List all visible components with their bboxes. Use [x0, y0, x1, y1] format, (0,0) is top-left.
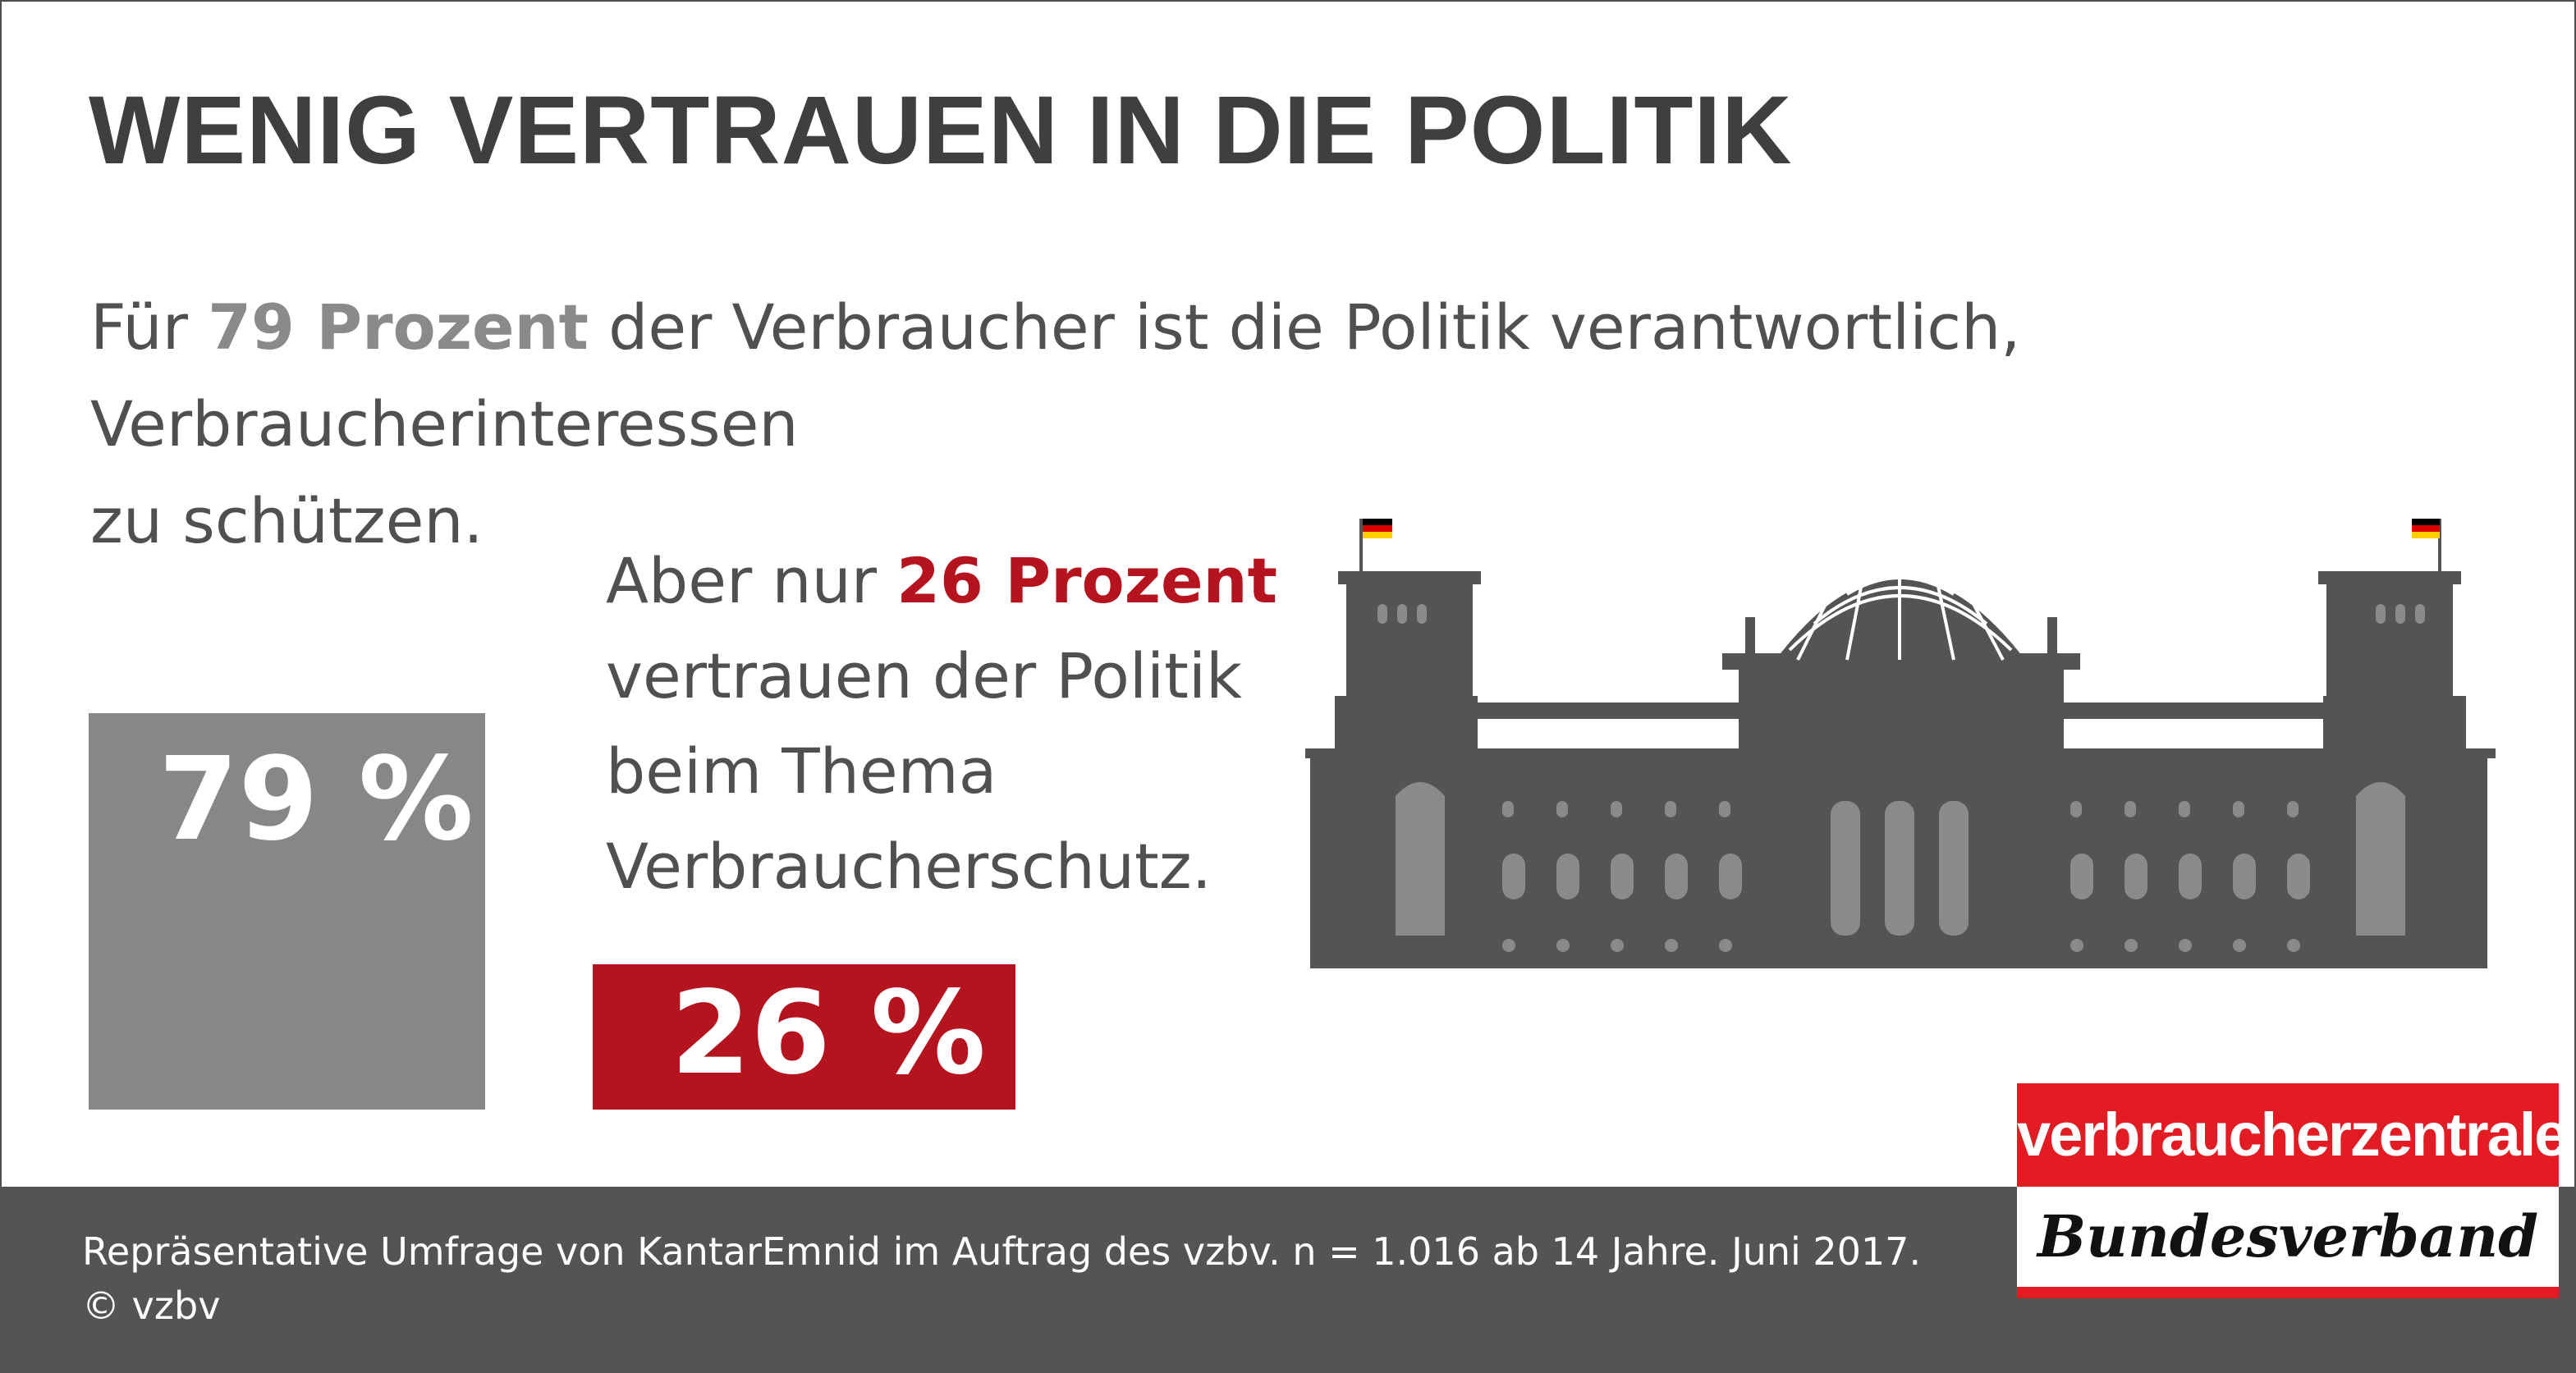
trust-highlight: 26 Prozent — [896, 544, 1277, 617]
intro-highlight: 79 Prozent — [208, 291, 589, 364]
copyright-text: © vzbv — [82, 1284, 221, 1328]
trust-line-2: vertrauen der Politik — [606, 639, 1243, 712]
trust-line-3: beim Thema — [606, 735, 997, 808]
reichstag-building-icon — [1305, 519, 2496, 968]
intro-line-3: zu schützen. — [90, 484, 484, 557]
logo-stripe — [2017, 1287, 2559, 1298]
vzbv-logo: verbraucherzentrale Bundesverband — [2017, 1083, 2568, 1298]
bar-label-79-percent: 79 % — [158, 733, 474, 867]
intro-line-2: Verbraucherinteressen — [90, 387, 799, 460]
intro-line-1: Für 79 Prozent der Verbraucher ist die P… — [90, 279, 2060, 376]
source-note: Repräsentative Umfrage von KantarEmnid i… — [82, 1224, 1921, 1333]
trust-prefix: Aber nur — [606, 544, 897, 617]
bar-26-percent — [593, 964, 1015, 1110]
headline: WENIG VERTRAUEN IN DIE POLITIK — [89, 76, 1793, 185]
trust-line-1: Aber nur 26 Prozent — [606, 533, 1361, 629]
source-text: Repräsentative Umfrage von KantarEmnid i… — [82, 1229, 1922, 1274]
bar-label-26-percent: 26 % — [671, 967, 986, 1101]
intro-text: Für 79 Prozent der Verbraucher ist die P… — [90, 279, 2060, 570]
logo-subtitle: Bundesverband — [2037, 1202, 2539, 1270]
intro-prefix: Für — [90, 291, 209, 364]
german-flag-right-icon — [2412, 519, 2440, 538]
intro-rest: der Verbraucher ist die Politik verantwo… — [588, 291, 2021, 364]
trust-line-4: Verbraucherschutz. — [606, 830, 1212, 903]
logo-wordmark: verbraucherzentrale — [2017, 1083, 2568, 1187]
german-flag-left-icon — [1363, 519, 1392, 538]
bar-79-percent — [89, 713, 485, 1110]
trust-text: Aber nur 26 Prozent vertrauen der Politi… — [606, 533, 1361, 914]
